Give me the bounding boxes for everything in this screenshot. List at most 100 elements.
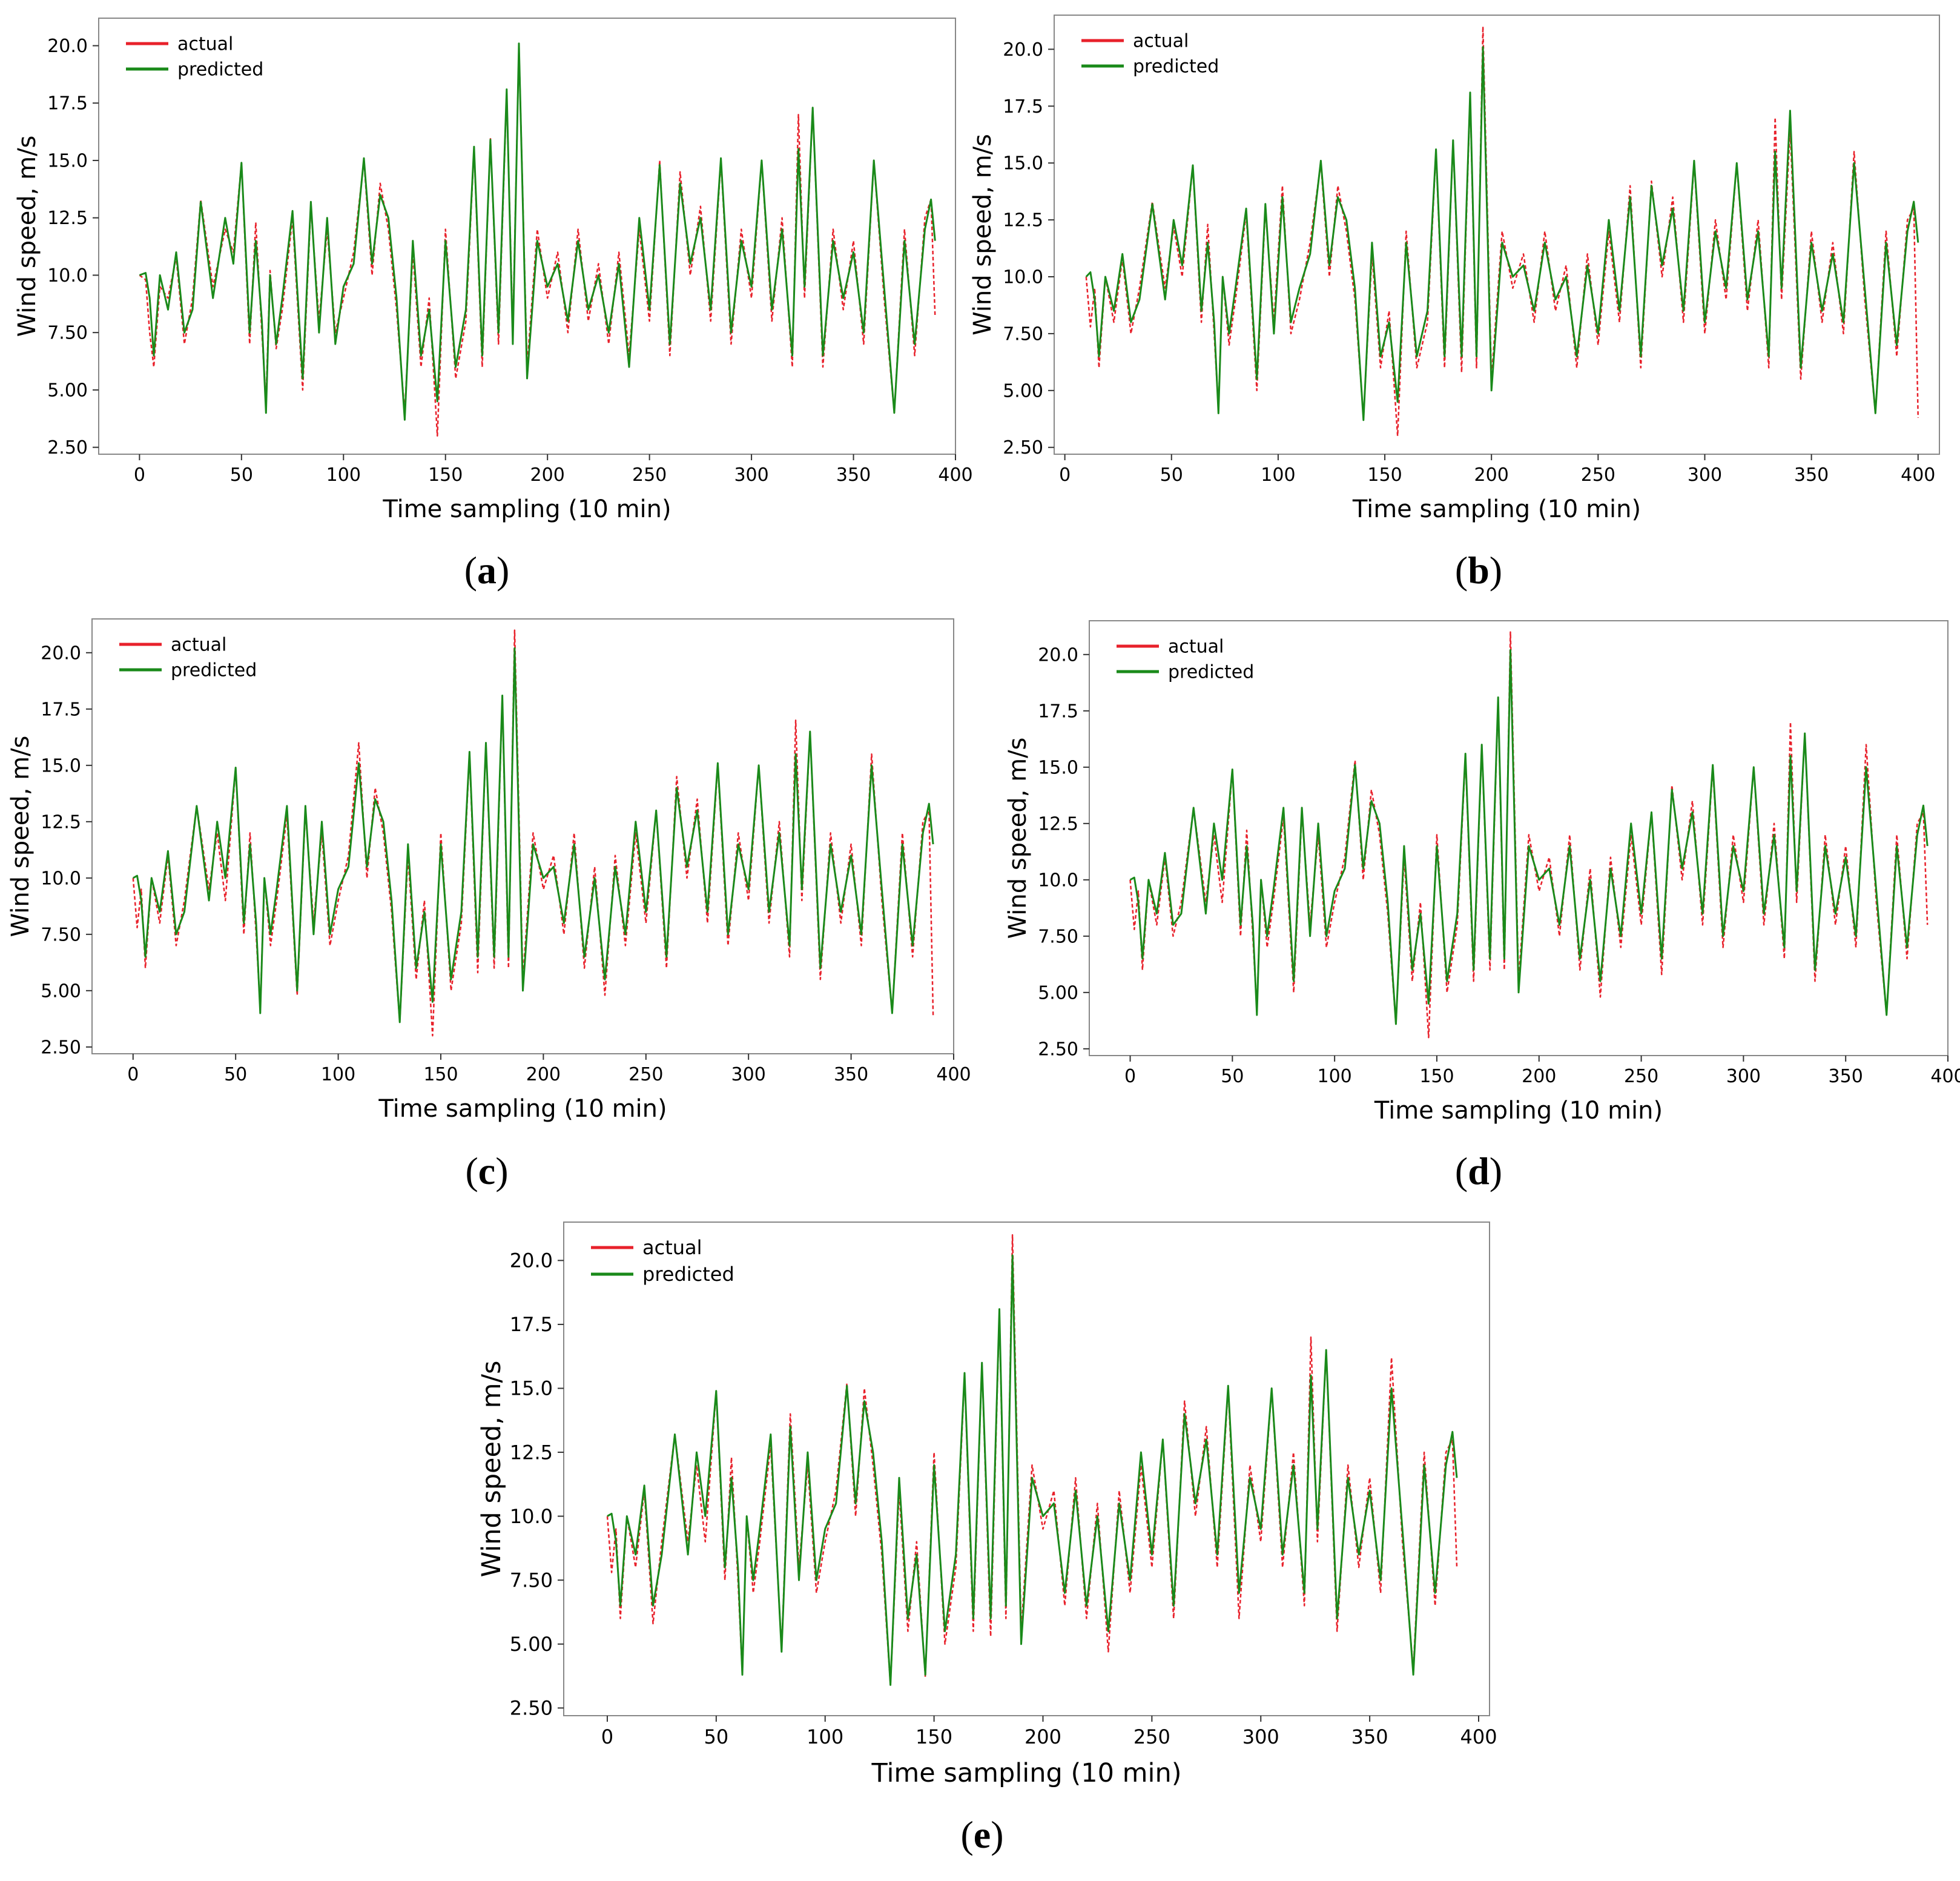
x-tick-label: 300 (1242, 1725, 1279, 1748)
legend-label-predicted: predicted (1168, 662, 1254, 683)
y-tick-label: 15.0 (41, 755, 81, 776)
x-tick-label: 0 (1059, 464, 1071, 486)
y-tick-label: 2.50 (47, 437, 88, 458)
plot-frame-e (563, 1221, 1490, 1716)
series-predicted-line (133, 647, 934, 1023)
y-tick-label: 10.0 (1003, 266, 1043, 288)
y-tick-label: 12.5 (41, 812, 81, 833)
plot-frame-b (1054, 15, 1940, 455)
x-tick-label: 250 (1581, 464, 1615, 486)
x-tick-label: 200 (1025, 1725, 1061, 1748)
y-tick-label: 10.0 (47, 265, 88, 286)
x-tick-label: 350 (836, 464, 871, 486)
legend-label-actual: actual (642, 1236, 702, 1259)
x-tick-label: 350 (1351, 1725, 1388, 1748)
y-tick-label: 5.00 (1038, 982, 1078, 1003)
panel-label-a: (a) (464, 549, 510, 592)
y-tick-label: 20.0 (47, 36, 88, 57)
y-tick-label: 15.0 (1038, 757, 1078, 778)
x-tick-label: 250 (1624, 1066, 1658, 1087)
x-tick-label: 200 (1474, 464, 1509, 486)
x-tick-label: 100 (807, 1725, 843, 1748)
panel-label-e: (e) (960, 1813, 1004, 1856)
y-tick-label: 10.0 (41, 868, 81, 889)
series-actual-line (132, 629, 934, 1037)
chart-b: 2.50 5.00 7.50 10.0 12.5 15.0 17.5 20.0 0 50 100 15… (969, 15, 1940, 523)
x-tick-label: 400 (1930, 1066, 1960, 1087)
y-tick-label: 7.50 (47, 323, 88, 344)
x-tick-label: 200 (526, 1064, 561, 1085)
x-tick-label: 50 (1221, 1066, 1244, 1087)
legend-label-actual: actual (177, 34, 233, 55)
series-predicted-line (1085, 46, 1919, 421)
x-tick-label: 350 (834, 1064, 868, 1085)
y-tick-label: 2.50 (510, 1697, 553, 1720)
x-tick-label: 400 (1901, 464, 1935, 486)
panel-c: 2.50 5.00 7.50 10.0 12.5 15.0 17.5 20.0 0 50 100 15… (0, 606, 975, 1211)
y-tick-label: 7.50 (510, 1569, 553, 1592)
legend-label-predicted: predicted (1133, 56, 1219, 78)
x-tick-label: 250 (629, 1064, 663, 1085)
y-tick-label: 2.50 (1038, 1039, 1078, 1060)
x-tick-label: 0 (127, 1064, 139, 1085)
y-tick-label: 17.5 (41, 699, 81, 720)
x-tick-label: 350 (1829, 1066, 1863, 1087)
x-tick-label: 250 (1133, 1725, 1170, 1748)
x-tick-label: 300 (1688, 464, 1722, 486)
panel-a: 2.50 5.00 7.50 10.0 12.5 15.0 17.5 20.0 0 50 100 15… (0, 0, 975, 606)
y-tick-label: 7.50 (1003, 323, 1043, 345)
x-tick-label: 50 (224, 1064, 247, 1085)
y-tick-label: 20.0 (41, 643, 81, 664)
panel-d: 2.50 5.00 7.50 10.0 12.5 15.0 17.5 20.0 0 50 100 15… (981, 606, 1960, 1211)
x-tick-label: 350 (1794, 464, 1829, 486)
x-tick-label: 300 (731, 1064, 766, 1085)
y-tick-label: 17.5 (510, 1313, 553, 1336)
y-tick-label: 15.0 (1003, 153, 1043, 174)
series-actual-line (606, 1234, 1458, 1686)
y-axis-label: Wind speed, m/s (13, 136, 41, 337)
chart-d: 2.50 5.00 7.50 10.0 12.5 15.0 17.5 20.0 0 50 100 15… (1004, 620, 1960, 1125)
series-predicted-line (1129, 649, 1929, 1025)
plot-frame-d (1089, 620, 1948, 1056)
x-tick-label: 0 (134, 464, 145, 486)
y-tick-label: 12.5 (1038, 813, 1078, 835)
plot-frame-a (98, 18, 956, 455)
x-tick-label: 100 (1261, 464, 1295, 486)
legend-label-actual: actual (1168, 636, 1224, 658)
x-tick-label: 250 (632, 464, 667, 486)
x-axis-label: Time sampling (10 min) (1352, 495, 1641, 523)
y-tick-label: 15.0 (510, 1377, 553, 1400)
x-axis-label: Time sampling (10 min) (1374, 1097, 1663, 1125)
y-tick-label: 20.0 (1003, 39, 1043, 61)
panel-b: 2.50 5.00 7.50 10.0 12.5 15.0 17.5 20.0 0 50 100 15… (969, 0, 1960, 606)
y-tick-label: 17.5 (1038, 701, 1078, 722)
y-tick-label: 10.0 (510, 1505, 553, 1528)
x-axis-label: Time sampling (10 min) (382, 495, 671, 523)
y-axis-label: Wind speed, m/s (7, 736, 35, 937)
y-tick-label: 5.00 (510, 1633, 553, 1656)
legend-label-predicted: predicted (177, 59, 263, 81)
x-tick-label: 200 (1522, 1066, 1556, 1087)
panel-label-c: (c) (465, 1149, 509, 1192)
panel-label-b: (b) (1454, 549, 1503, 592)
y-tick-label: 12.5 (47, 208, 88, 229)
x-tick-label: 400 (938, 464, 972, 486)
x-tick-label: 50 (1160, 464, 1183, 486)
x-tick-label: 50 (704, 1725, 728, 1748)
series-predicted-line (607, 1254, 1458, 1686)
y-tick-label: 5.00 (47, 380, 88, 401)
x-tick-label: 300 (1726, 1066, 1761, 1087)
y-tick-label: 20.0 (1038, 644, 1078, 666)
x-tick-label: 150 (428, 464, 463, 486)
y-tick-label: 12.5 (1003, 210, 1043, 231)
y-tick-label: 20.0 (510, 1249, 553, 1272)
y-tick-label: 12.5 (510, 1441, 553, 1464)
x-tick-label: 400 (936, 1064, 971, 1085)
y-tick-label: 10.0 (1038, 870, 1078, 891)
y-axis-label: Wind speed, m/s (969, 134, 997, 336)
panel-label-d: (d) (1454, 1149, 1503, 1192)
x-tick-label: 150 (1367, 464, 1402, 486)
series-actual-line (1085, 25, 1919, 437)
y-tick-label: 17.5 (47, 93, 88, 114)
x-axis-label: Time sampling (10 min) (871, 1758, 1182, 1788)
